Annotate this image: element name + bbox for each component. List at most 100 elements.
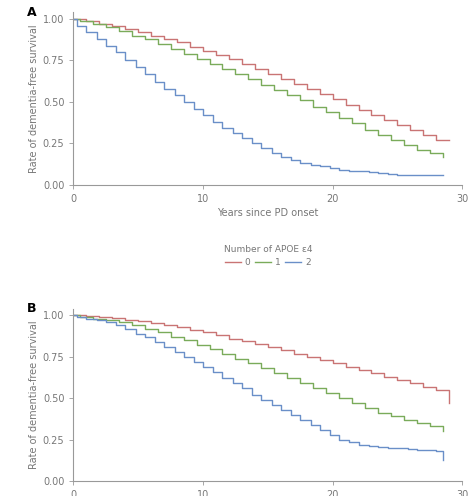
0	[278, 347, 283, 353]
2	[191, 106, 197, 112]
2	[230, 380, 236, 386]
0	[200, 48, 206, 54]
1	[129, 33, 135, 39]
0	[317, 91, 322, 97]
2	[440, 457, 446, 463]
1	[258, 366, 264, 372]
2	[94, 36, 100, 42]
2	[297, 160, 303, 166]
2	[366, 443, 372, 449]
2	[94, 317, 100, 323]
0	[291, 81, 297, 87]
2	[394, 445, 400, 451]
2	[414, 447, 419, 453]
2	[269, 402, 274, 408]
0	[97, 314, 102, 320]
0	[109, 23, 115, 29]
2	[71, 312, 76, 318]
0	[433, 137, 439, 143]
0	[187, 44, 193, 50]
1	[427, 150, 433, 156]
1	[401, 417, 407, 423]
1	[246, 76, 251, 82]
2	[327, 432, 333, 437]
0	[148, 33, 154, 39]
1	[375, 132, 381, 138]
0	[136, 318, 141, 324]
2	[249, 392, 255, 398]
1	[116, 28, 122, 34]
1	[272, 371, 277, 376]
0	[83, 18, 89, 24]
Legend: 0, 1, 2: 0, 1, 2	[220, 241, 316, 271]
2	[346, 168, 352, 174]
1	[90, 21, 96, 27]
1	[219, 66, 225, 72]
2	[83, 316, 89, 322]
1	[414, 420, 419, 426]
2	[288, 412, 294, 418]
2	[191, 359, 197, 365]
0	[356, 367, 361, 373]
2	[200, 364, 206, 370]
0	[174, 324, 180, 330]
0	[447, 400, 452, 406]
1	[116, 319, 122, 325]
0	[239, 338, 245, 344]
0	[71, 16, 76, 22]
0	[382, 117, 387, 123]
0	[433, 387, 439, 393]
Text: A: A	[27, 5, 36, 18]
1	[219, 351, 225, 357]
1	[181, 337, 186, 343]
1	[310, 104, 316, 110]
2	[297, 417, 303, 423]
2	[122, 326, 128, 332]
2	[414, 172, 419, 178]
2	[103, 43, 109, 49]
0	[382, 374, 387, 380]
0	[174, 39, 180, 45]
0	[136, 29, 141, 35]
2	[219, 375, 225, 381]
Line: 0: 0	[73, 315, 449, 403]
2	[172, 349, 177, 355]
Line: 0: 0	[73, 19, 449, 140]
1	[297, 380, 303, 386]
0	[408, 127, 413, 133]
2	[83, 29, 89, 35]
1	[142, 36, 147, 42]
0	[330, 96, 336, 102]
1	[388, 414, 394, 420]
2	[210, 369, 216, 375]
0	[213, 332, 219, 338]
2	[161, 344, 167, 350]
0	[122, 26, 128, 32]
1	[168, 334, 173, 340]
1	[272, 87, 277, 93]
0	[291, 351, 297, 357]
1	[194, 56, 200, 62]
2	[308, 422, 313, 428]
0	[394, 377, 400, 383]
2	[200, 112, 206, 118]
2	[440, 172, 446, 178]
1	[362, 127, 368, 133]
1	[155, 41, 161, 47]
0	[83, 313, 89, 319]
1	[323, 390, 329, 396]
1	[90, 316, 96, 322]
0	[97, 21, 102, 27]
2	[103, 319, 109, 325]
2	[278, 154, 283, 160]
Line: 1: 1	[73, 315, 443, 432]
2	[308, 162, 313, 168]
0	[343, 364, 348, 370]
0	[408, 380, 413, 386]
1	[349, 400, 355, 406]
0	[330, 361, 336, 367]
0	[304, 86, 310, 92]
0	[122, 316, 128, 322]
Y-axis label: Rate of dementia-free survival: Rate of dementia-free survival	[28, 320, 39, 469]
2	[405, 172, 410, 178]
